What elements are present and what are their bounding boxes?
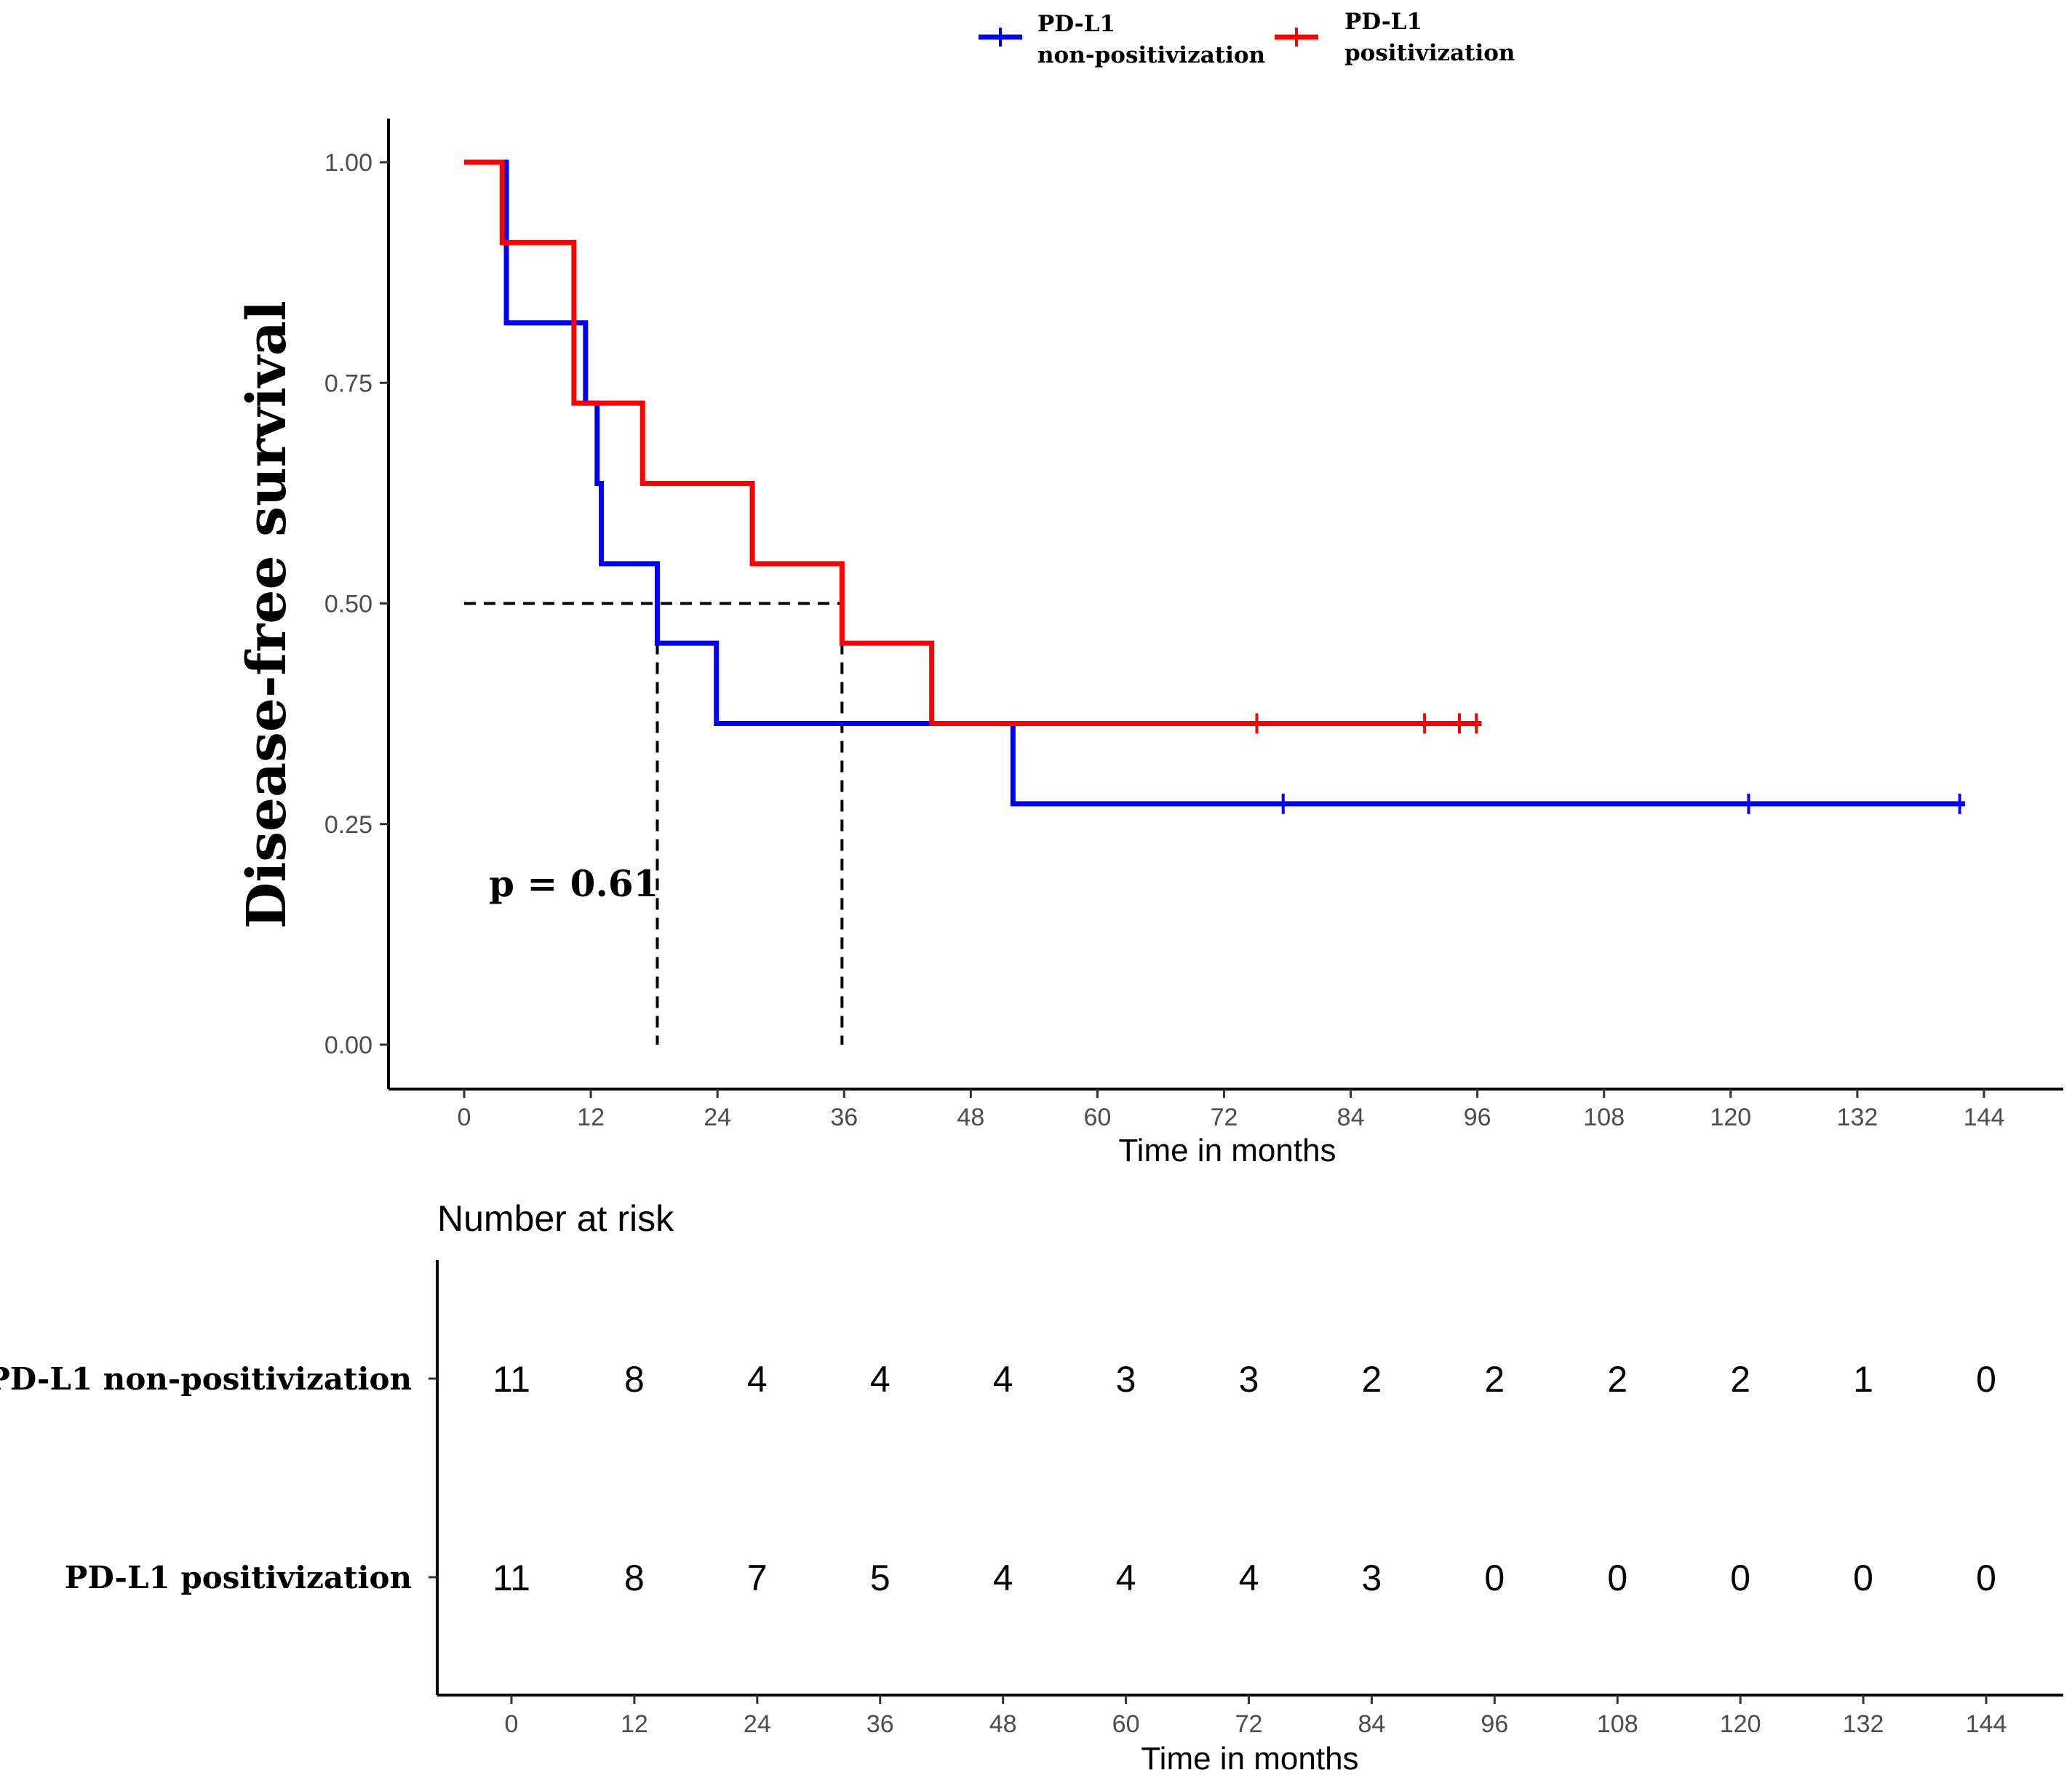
survival-curves — [464, 159, 1965, 814]
y-ticks: 0.00 0.25 0.50 0.75 1.00 — [324, 149, 388, 1059]
legend: PD-L1 non-positivization PD-L1 positiviz… — [979, 9, 1515, 68]
risk-value: 0 — [1607, 1558, 1627, 1598]
risk-x-tick-label: 0 — [505, 1710, 519, 1738]
legend-label-line2: non-positivization — [1037, 42, 1265, 68]
risk-value: 3 — [1362, 1558, 1382, 1598]
risk-row-label: PD-L1 positivization — [65, 1560, 412, 1595]
risk-value: 2 — [1362, 1359, 1382, 1400]
risk-value: 11 — [493, 1359, 530, 1400]
risk-value: 4 — [993, 1558, 1013, 1598]
x-tick-label: 36 — [830, 1104, 858, 1131]
x-tick-label: 12 — [577, 1104, 605, 1131]
y-tick-label: 0.50 — [324, 591, 372, 618]
y-tick-label: 0.00 — [324, 1032, 372, 1059]
p-value-label: p = 0.61 — [489, 862, 658, 905]
x-tick-label: 84 — [1337, 1104, 1365, 1131]
risk-x-tick-label: 144 — [1966, 1710, 2007, 1738]
risk-value: 2 — [1484, 1359, 1505, 1400]
risk-x-tick-label: 108 — [1597, 1710, 1638, 1738]
risk-value: 2 — [1730, 1359, 1750, 1400]
risk-value: 0 — [1730, 1558, 1750, 1598]
risk-value: 3 — [1239, 1359, 1259, 1400]
survival-curve-positivization — [464, 159, 1482, 726]
risk-value: 8 — [624, 1359, 645, 1400]
risk-x-tick-label: 84 — [1358, 1710, 1386, 1738]
risk-value: 4 — [993, 1359, 1013, 1400]
risk-x-ticks: 0 12 24 36 48 60 72 84 96 108 120 132 144 — [505, 1695, 2007, 1738]
km-plot: Disease-free survival p = 0.61 0.000.250… — [236, 119, 2063, 1168]
risk-x-tick-label: 132 — [1843, 1710, 1884, 1738]
risk-value: 4 — [1116, 1558, 1136, 1598]
risk-value: 4 — [747, 1359, 768, 1400]
risk-x-axis-title: Time in months — [1141, 1741, 1358, 1777]
x-ticks: 0 12 24 36 48 60 72 84 96 108 120 132 144 — [458, 1089, 2005, 1131]
risk-x-tick-label: 72 — [1235, 1710, 1263, 1738]
survival-curve-non-positivization — [464, 159, 1965, 807]
x-tick-label: 48 — [957, 1104, 984, 1131]
x-tick-label: 132 — [1837, 1104, 1878, 1131]
x-tick-label: 60 — [1084, 1104, 1112, 1131]
risk-x-tick-label: 96 — [1481, 1710, 1508, 1738]
legend-label-line2: positivization — [1344, 40, 1515, 66]
x-tick-label: 96 — [1464, 1104, 1491, 1131]
x-tick-label: 108 — [1583, 1104, 1625, 1131]
risk-x-tick-label: 12 — [621, 1710, 648, 1738]
x-tick-label: 0 — [458, 1104, 471, 1131]
risk-value: 1 — [1853, 1359, 1873, 1400]
x-tick-label: 120 — [1710, 1104, 1751, 1131]
risk-value: 3 — [1116, 1359, 1136, 1400]
y-axis-title: Disease-free survival — [236, 300, 298, 929]
y-tick-label: 1.00 — [324, 149, 372, 177]
legend-label-line1: PD-L1 — [1344, 9, 1422, 35]
risk-value: 0 — [1976, 1359, 1996, 1400]
risk-table-title: Number at risk — [437, 1198, 674, 1239]
x-tick-label: 72 — [1211, 1104, 1238, 1131]
risk-table: Number at risk PD-L1 non-positivization 1… — [0, 1198, 2063, 1777]
y-tick-label: 0.25 — [324, 811, 372, 839]
risk-value: 7 — [747, 1558, 768, 1598]
x-tick-label: 144 — [1964, 1104, 2005, 1131]
risk-value: 4 — [870, 1359, 890, 1400]
risk-x-tick-label: 36 — [866, 1710, 894, 1738]
risk-value: 0 — [1853, 1558, 1873, 1598]
legend-entry-positivization: PD-L1 positivization — [1275, 9, 1515, 66]
legend-label-line1: PD-L1 — [1037, 11, 1115, 37]
median-lines — [464, 602, 844, 1045]
risk-row-label: PD-L1 non-positivization — [0, 1361, 412, 1397]
y-tick-label: 0.75 — [324, 370, 372, 397]
risk-value: 4 — [1239, 1558, 1259, 1598]
risk-x-tick-label: 24 — [744, 1710, 771, 1738]
risk-x-tick-label: 60 — [1112, 1710, 1140, 1738]
risk-x-tick-label: 120 — [1720, 1710, 1761, 1738]
risk-value: 5 — [870, 1558, 890, 1598]
risk-value: 2 — [1607, 1359, 1627, 1400]
x-axis-title: Time in months — [1118, 1133, 1336, 1168]
risk-x-tick-label: 48 — [989, 1710, 1017, 1738]
risk-value: 0 — [1976, 1558, 1996, 1598]
risk-value: 11 — [493, 1558, 530, 1598]
risk-rows: PD-L1 non-positivization 11 8 4 4 4 3 3 2 2 2 2 1 0 PD… — [0, 1359, 1996, 1598]
risk-value: 8 — [624, 1558, 645, 1598]
x-tick-label: 24 — [704, 1104, 731, 1131]
risk-value: 0 — [1484, 1558, 1505, 1598]
legend-entry-non-positivization: PD-L1 non-positivization — [979, 11, 1265, 68]
